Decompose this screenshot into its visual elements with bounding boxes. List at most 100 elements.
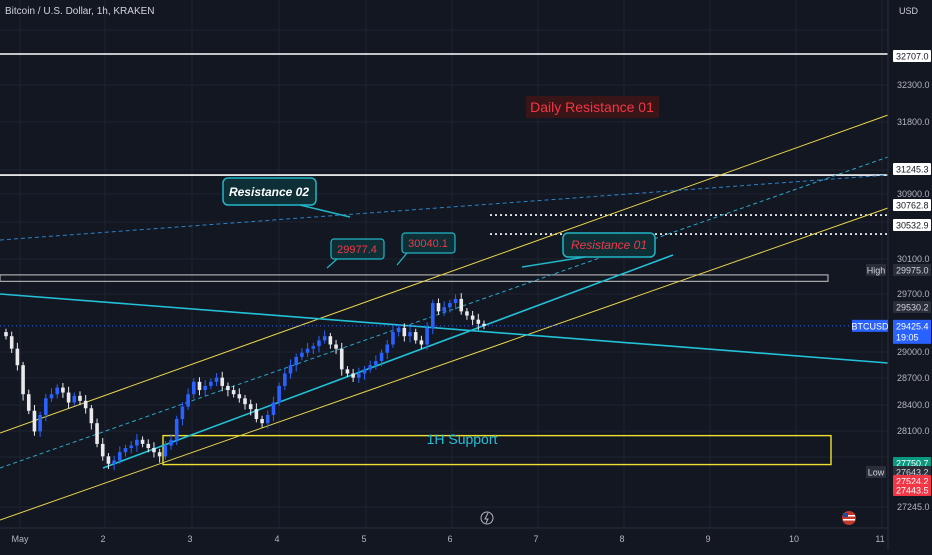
price-tag-label: 30762.8 [896,201,929,211]
candle [55,384,60,399]
candle-body [300,352,304,357]
candle [425,322,429,350]
candle-body [345,369,350,374]
time-tick-label: 3 [187,534,192,544]
us-flag-icon [842,511,856,525]
candle [118,446,122,464]
candle-body [129,445,133,449]
price-tick-label: 32300.0 [897,80,930,90]
candle-body [442,307,446,312]
price-tag-bg [893,484,931,496]
currency-label[interactable]: USD [899,6,919,16]
candle-body [248,404,253,410]
candle-body [351,373,355,378]
candle [106,453,111,470]
candle-body [311,346,316,349]
candle [61,383,65,398]
callout-b-pointer [396,252,408,266]
lightning-icon-bolt [484,512,489,524]
callout-a-bubble [330,238,385,260]
low-label: Low [868,468,885,478]
candle [288,359,293,379]
candle [311,342,316,354]
resistance-01-pointer [521,256,586,268]
candle-body [271,402,276,415]
candle [157,448,162,463]
candle [294,353,299,372]
candle [186,388,190,410]
channel-upper-line [0,114,889,434]
candle-body [140,439,145,444]
price-tick-label: 28100.0 [897,426,930,436]
candle [4,328,8,340]
resistance-02-bubble [222,177,317,206]
symbol-tag-bg [852,319,888,332]
candle-body [419,340,424,345]
price-tag-label: 27524.2 [896,477,929,487]
time-tick-label: 2 [100,534,105,544]
candle [83,395,88,414]
candle [328,332,333,349]
candle-body [146,443,151,449]
candle [15,342,20,371]
flag-stripe [843,515,855,517]
candle-body [357,373,361,378]
candle [44,393,48,422]
candle [100,438,105,461]
candle [271,396,276,422]
candle [470,310,475,325]
time-tick-label: May [11,534,29,544]
candle [146,439,151,453]
price-tick-label: 29700.0 [897,289,930,299]
time-tick-label: 11 [875,534,884,544]
daily-resistance-bg [526,96,659,118]
candle-body [322,336,327,341]
candle [379,349,384,367]
candle-body [482,323,486,326]
candle-body [430,303,435,328]
time-tick-label: 5 [361,534,366,544]
candle [135,433,139,452]
symbol-title: Bitcoin / U.S. Dollar, 1h, KRAKEN [5,6,155,17]
candle [391,326,395,348]
last-price-tag-bg [893,319,931,344]
candle [95,418,99,448]
candle [476,313,481,331]
candle-body [214,377,219,382]
candle [459,293,464,315]
resistance-01-label: Resistance 01 [571,238,647,252]
flag-stripe [843,519,855,521]
resistance-01-bubble [562,232,656,258]
candle-body [362,369,367,374]
candle [482,320,486,330]
candle-body [243,398,247,405]
candle-body [203,385,207,391]
ascending-support-trendline [102,254,674,469]
price-tag-label: 27750.7 [896,459,929,469]
price-tag-bg [893,163,931,175]
countdown-label: 19:05 [896,332,919,342]
candle [436,298,441,315]
candle [203,380,207,397]
candle [442,301,446,316]
symbol-tag-label: BTCUSD [851,321,889,331]
candle-body [169,439,173,446]
candle [123,444,128,457]
price-tag-label: 31245.3 [896,165,929,175]
candle-body [317,340,321,347]
price-tag-bg [893,219,931,231]
candle [152,442,156,458]
resistance-zone [0,274,829,282]
extreme-tag-bg [866,466,886,478]
candles [4,293,486,471]
candle [453,294,458,310]
candle-body [220,377,225,386]
candle [334,339,338,354]
extreme-tag-bg [866,264,886,276]
candle [163,441,168,460]
candle [180,402,185,426]
candle-body [106,456,111,464]
candle-body [55,387,60,395]
